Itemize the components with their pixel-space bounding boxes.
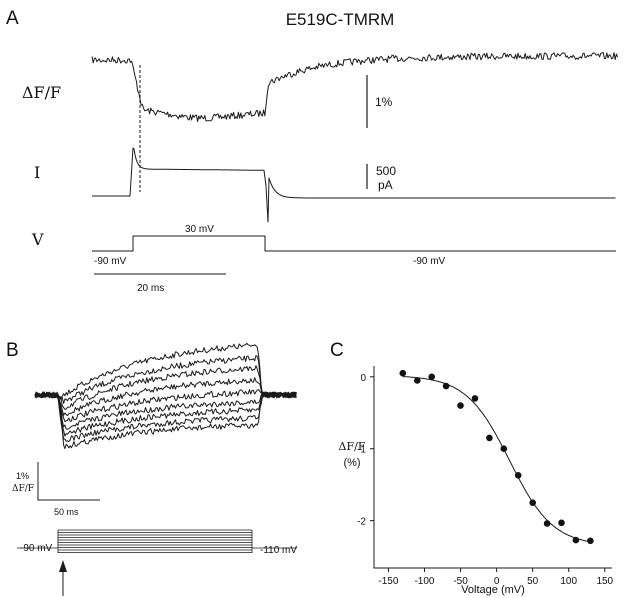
x-tick-label: -150: [378, 576, 398, 587]
panel-a-title: E519C-TMRM: [286, 10, 395, 29]
data-point: [457, 402, 464, 409]
fluorescence-trace-b: [34, 377, 297, 417]
x-tick-label: 150: [596, 576, 613, 587]
voltage-protocol-trace: [92, 235, 616, 252]
data-point: [587, 537, 594, 545]
fluorescence-scale-bar-b: [37, 462, 100, 501]
data-point: [428, 373, 436, 381]
y-tick-label: -2: [357, 517, 366, 528]
fluorescence-trace: [91, 52, 619, 122]
current-trace: [92, 147, 616, 223]
current-scale-value: 500: [376, 164, 396, 178]
x-tick-label: -100: [414, 576, 434, 587]
data-point: [399, 369, 407, 377]
voltage-hold-right: -90 mV: [413, 256, 446, 267]
current-row-label: I: [34, 163, 40, 182]
fluorescence-trace-b: [34, 391, 297, 430]
data-point: [442, 382, 450, 390]
fluorescence-trace-b: [34, 355, 297, 404]
fluorescence-scale-b-value: 1%: [16, 471, 29, 481]
fluorescence-scale-label: 1%: [375, 95, 393, 109]
voltage-row-label: V: [31, 230, 44, 249]
y-axis-label: ΔF/F: [339, 440, 366, 453]
data-point: [471, 395, 479, 402]
data-point: [572, 536, 580, 544]
voltage-step-protocol: [17, 529, 297, 553]
gv-scatter-chart: -150 -100 -50 0 50 100 150 0 -1 -2 ΔF/F (%) Volta…: [339, 366, 614, 596]
fluorescence-trace-b: [34, 391, 297, 437]
data-point: [514, 472, 522, 479]
x-tick-label: 0: [494, 576, 500, 587]
fluorescence-trace-b: [34, 389, 297, 423]
fluorescence-trace-b: [34, 342, 297, 399]
fluorescence-trace-b: [34, 391, 297, 443]
data-point: [414, 377, 421, 384]
fluorescence-trace-b: [34, 391, 297, 450]
panel-a-letter: A: [6, 8, 19, 29]
stimulus-arrow-icon: [59, 560, 67, 596]
data-point: [500, 445, 508, 453]
time-scale-label: 20 ms: [137, 283, 164, 294]
panel-b-letter: B: [6, 340, 19, 361]
data-point: [558, 519, 565, 527]
fluorescence-row-label: ΔF/F: [22, 83, 61, 102]
protocol-hold-right: -110 mV: [260, 545, 297, 556]
x-axis-label: Voltage (mV): [461, 584, 525, 596]
x-tick-label: -50: [453, 576, 468, 587]
y-tick-label: -1: [357, 445, 366, 456]
y-tick-label: 0: [360, 373, 366, 384]
x-tick-label: 50: [527, 576, 539, 587]
y-axis-unit: (%): [343, 457, 360, 469]
fluorescence-trace-family: [34, 342, 297, 450]
voltage-step-label: 30 mV: [185, 224, 214, 235]
data-point: [486, 434, 493, 442]
time-scale-b-label: 50 ms: [54, 507, 79, 517]
x-tick-label: 100: [560, 576, 577, 587]
protocol-hold-left: -90 mV: [20, 543, 53, 554]
data-point: [529, 499, 536, 507]
fluorescence-scale-b-unit: ΔF/F: [12, 484, 34, 494]
data-point: [543, 520, 551, 527]
voltage-hold-left: -90 mV: [94, 256, 127, 267]
panel-c-letter: C: [330, 340, 344, 361]
current-scale-unit: pA: [378, 178, 393, 192]
boltzmann-fit-curve: [402, 376, 592, 543]
fluorescence-trace-b: [34, 365, 297, 410]
